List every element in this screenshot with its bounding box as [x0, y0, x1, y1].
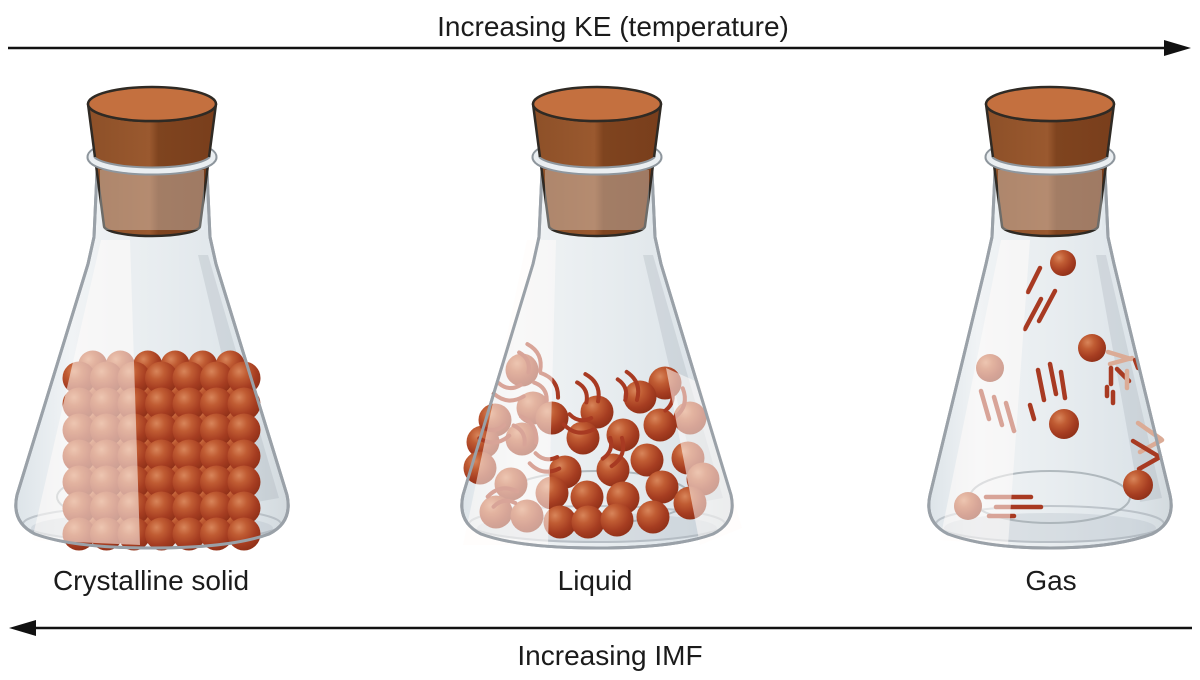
- cork-top: [86, 85, 218, 123]
- top-axis-label: Increasing KE (temperature): [437, 11, 789, 42]
- motion-streak: [1036, 288, 1058, 324]
- particle-sphere: [200, 491, 233, 525]
- particle-sphere: [623, 380, 657, 414]
- particle-sphere: [172, 465, 206, 499]
- flask-label-liquid: Liquid: [558, 565, 633, 596]
- flask-solid: [14, 85, 290, 551]
- cork-through-glass-tint: [545, 170, 649, 230]
- vibration-mark: [575, 372, 601, 405]
- particle-sphere: [200, 413, 233, 447]
- flask-label-gas: Gas: [1025, 565, 1076, 596]
- motion-streak: [1027, 402, 1037, 422]
- motion-streak: [1136, 454, 1163, 472]
- motion-streak: [1130, 438, 1161, 459]
- motion-streak: [1058, 369, 1068, 401]
- particle-sphere: [145, 465, 178, 499]
- motion-streak: [1047, 361, 1059, 397]
- neck-ring-front-fill: [533, 156, 661, 174]
- particle-sphere: [227, 439, 261, 473]
- flask-liquid: [460, 85, 742, 550]
- particle-sphere: [636, 500, 670, 534]
- particle-sphere: [227, 491, 261, 525]
- vibration-mark: [561, 412, 596, 435]
- particle-sphere: [145, 491, 178, 525]
- particle-sphere: [1078, 334, 1106, 362]
- particle-sphere: [145, 361, 178, 395]
- motion-streak: [1022, 296, 1044, 332]
- neck-ring-front-fill: [88, 156, 216, 174]
- particle-sphere: [227, 517, 261, 551]
- particle-sphere: [600, 503, 634, 537]
- particle-sphere: [200, 387, 233, 421]
- motion-streak: [1035, 367, 1047, 403]
- flask-glass-outline: [460, 148, 734, 550]
- motion-streak: [1025, 265, 1043, 295]
- particle-sphere: [596, 453, 630, 487]
- cork-through-glass-tint: [998, 170, 1102, 230]
- particle-sphere: [200, 361, 233, 395]
- glass-highlight: [666, 368, 742, 545]
- vibration-mark: [600, 435, 626, 469]
- glass-highlight: [32, 240, 140, 545]
- particle-sphere: [1123, 470, 1153, 500]
- particle-sphere: [1050, 250, 1076, 276]
- particle-sphere: [570, 480, 604, 514]
- cork-top: [531, 85, 663, 123]
- particle-sphere: [145, 413, 178, 447]
- cork-through-glass-tint: [100, 170, 204, 230]
- motion-streak: [1107, 355, 1135, 367]
- particle-sphere: [227, 465, 261, 499]
- particle-sphere: [543, 505, 577, 539]
- vibration-mark: [615, 369, 641, 403]
- particle-sphere: [145, 439, 178, 473]
- neck-ring-front-fill: [986, 156, 1114, 174]
- particle-sphere: [200, 517, 233, 551]
- flask-glass-outline: [14, 148, 290, 550]
- flask-gas: [927, 85, 1173, 550]
- particle-sphere: [227, 413, 261, 447]
- particle-sphere: [571, 505, 605, 539]
- glass-highlight: [940, 240, 1030, 545]
- particle-sphere: [172, 387, 206, 421]
- cork-top: [984, 85, 1116, 123]
- particle-sphere: [145, 517, 178, 551]
- particle-sphere: [200, 465, 233, 499]
- particle-sphere: [643, 408, 677, 442]
- particle-sphere: [606, 418, 640, 452]
- bottom-arrow-head-left: [9, 620, 36, 636]
- particle-sphere: [1049, 409, 1079, 439]
- flasks-layer: [14, 85, 1173, 551]
- flask-label-crystalline-solid: Crystalline solid: [53, 565, 249, 596]
- particle-sphere: [172, 413, 206, 447]
- flask-glass-outline: [927, 148, 1173, 550]
- particle-sphere: [172, 491, 206, 525]
- particle-sphere: [145, 387, 178, 421]
- particle-sphere: [227, 387, 261, 421]
- particle-sphere: [630, 443, 664, 477]
- particle-sphere: [200, 439, 233, 473]
- particle-sphere: [172, 439, 206, 473]
- bottom-axis-label: Increasing IMF: [517, 640, 702, 671]
- particle-sphere: [172, 361, 206, 395]
- glass-highlight: [463, 240, 556, 545]
- top-arrow-head-right: [1164, 40, 1191, 56]
- particle-sphere: [566, 421, 600, 455]
- particle-sphere: [172, 517, 206, 551]
- particle-sphere: [645, 470, 679, 504]
